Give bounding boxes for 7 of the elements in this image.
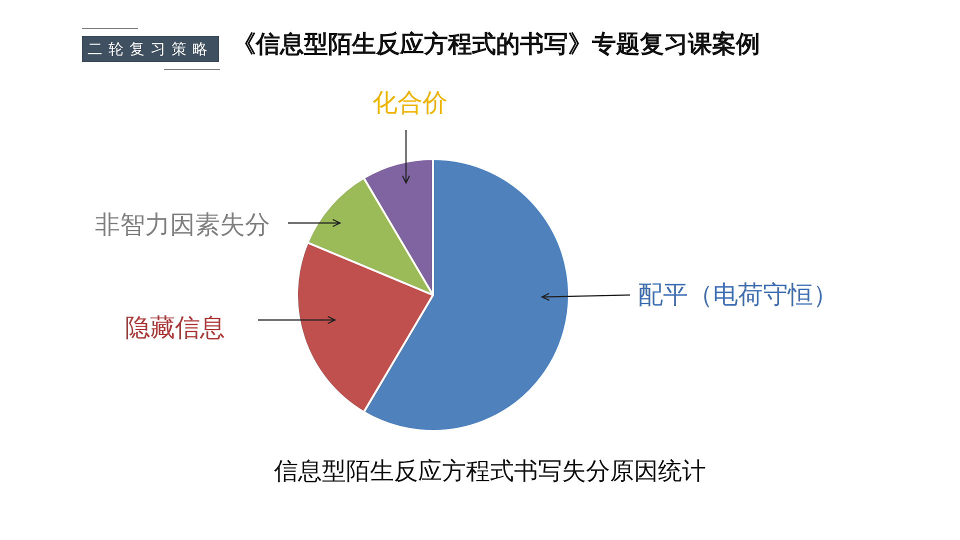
- slice-label: 非智力因素失分: [95, 210, 270, 240]
- chart-title: 《信息型陌生反应方程式的书写》专题复习课案例: [232, 29, 760, 60]
- chart-subtitle: 二轮复习策略: [82, 36, 219, 62]
- slice-label: 配平（电荷守恒）: [638, 280, 838, 310]
- slice-label: 隐藏信息: [125, 313, 225, 343]
- slice-label: 化合价: [372, 88, 448, 118]
- text: 信息型陌生反应方程式书写失分原因统计: [273, 456, 707, 487]
